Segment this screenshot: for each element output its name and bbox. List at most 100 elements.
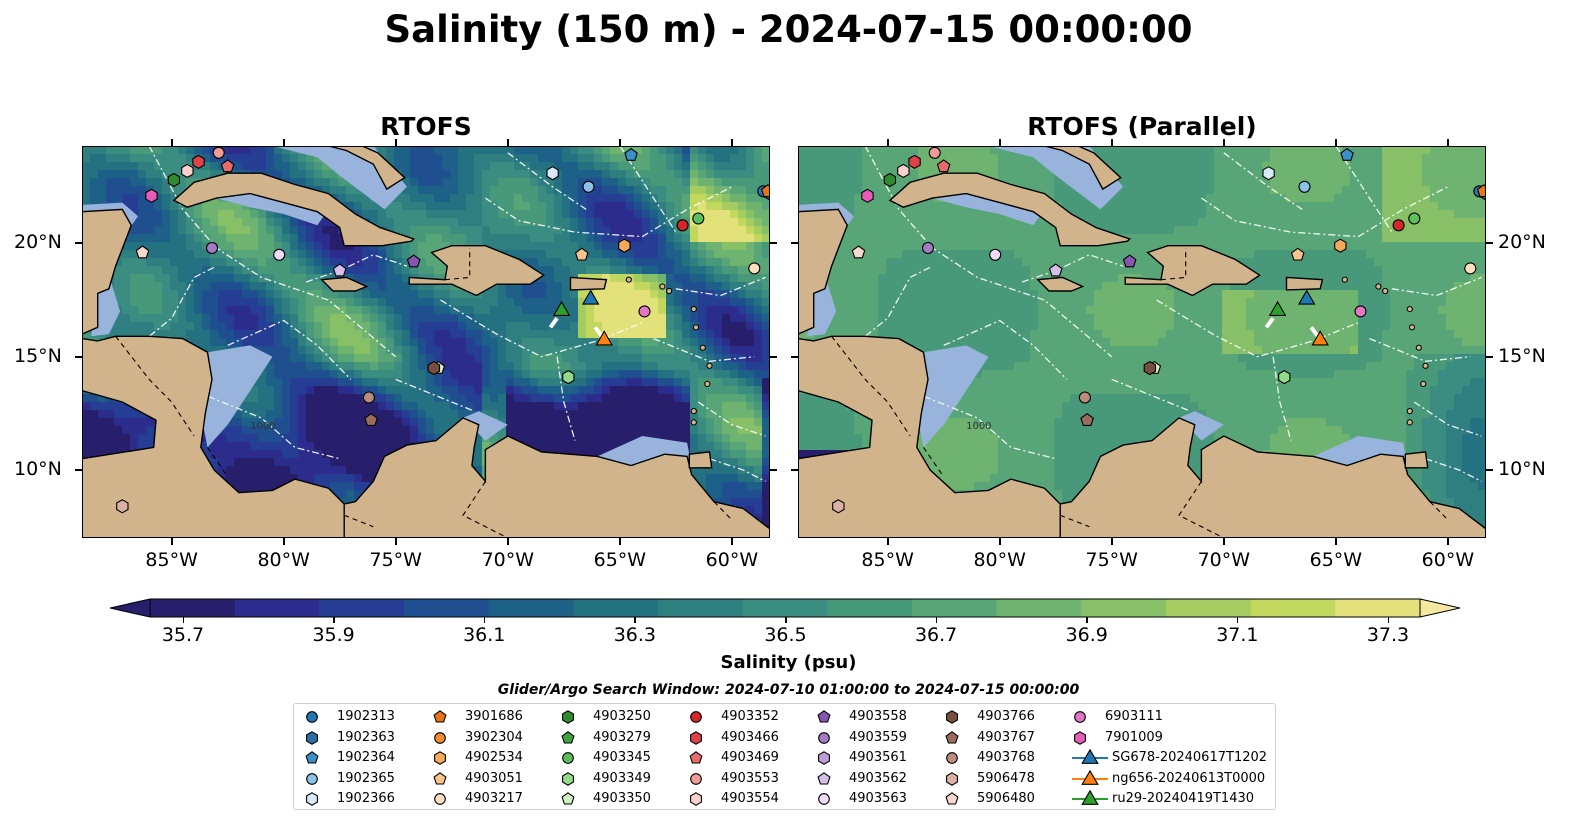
legend-hexagon-icon (562, 710, 574, 724)
legend-item: 1902363 (304, 728, 429, 748)
legend-marker (690, 730, 702, 745)
lat-tick-label: 15°N (1498, 344, 1546, 367)
argo-float-4903051 (1290, 247, 1305, 261)
legend-marker (433, 771, 447, 785)
island (690, 306, 697, 313)
colorbar-tick-mark (785, 617, 787, 623)
legend-item: 4903768 (944, 748, 1069, 768)
shelf-colombia (463, 411, 508, 441)
colorbar-tick-label: 35.7 (161, 624, 205, 646)
legend-label: 1902365 (337, 770, 395, 786)
lon-tick-mark (170, 139, 173, 146)
shelf-colombia (1179, 411, 1224, 441)
legend-item: 4903217 (432, 789, 557, 809)
legend-marker (562, 710, 574, 724)
lat-tick-mark (1486, 355, 1493, 358)
island (1406, 419, 1413, 426)
glider-markers-parallel (1268, 289, 1329, 346)
legend-glider-icon (1081, 748, 1099, 765)
island (1415, 344, 1422, 351)
legend-marker (1072, 769, 1108, 785)
legend-glider-icon (1081, 790, 1099, 806)
legend-circle-icon (434, 731, 446, 744)
legend-item: 4903563 (816, 789, 941, 809)
legend-item: 4903554 (688, 789, 813, 809)
legend-item: 4903561 (816, 748, 941, 768)
legend-label: 5906480 (977, 791, 1035, 807)
legend-label: 4903051 (465, 770, 523, 786)
lon-tick-mark (618, 538, 621, 545)
lat-tick-mark (791, 242, 798, 245)
legend-label: 1902363 (337, 729, 395, 745)
lon-tick-mark (1446, 139, 1449, 146)
legend-pentagon-icon (433, 710, 447, 723)
legend-hexagon-icon (1074, 730, 1086, 745)
land-jamaica (1036, 276, 1085, 292)
island (690, 408, 697, 415)
colorbar-segment (488, 599, 574, 617)
legend-marker (434, 751, 446, 766)
legend-label: 6903111 (1105, 709, 1163, 724)
argo-markers-rtofs (116, 146, 770, 514)
eez-line (1413, 401, 1482, 437)
legend-hexagon-icon (562, 771, 574, 786)
argo-float-4903352 (676, 219, 689, 232)
shelf-nicaragua (200, 345, 273, 448)
argo-float-4903554 (181, 163, 194, 179)
argo-float-4903563 (989, 248, 1002, 261)
colorbar-segment (912, 599, 998, 617)
lat-tick-label: 20°N (14, 231, 62, 254)
land-trinidad (688, 451, 713, 469)
colorbar-segment (404, 599, 490, 617)
eez-line (305, 254, 408, 283)
argo-float-4903352 (1392, 219, 1405, 232)
lat-tick-mark (1486, 469, 1493, 472)
colorbar-segment (150, 599, 236, 617)
lon-tick-label: 75°W (369, 549, 422, 571)
colorbar-tick-mark (1236, 617, 1239, 623)
glider-ru29-20240419T1430 (552, 300, 571, 316)
lesser-antilles-rtofs (625, 276, 713, 426)
border-line (831, 335, 911, 437)
colorbar-segment (1250, 599, 1336, 617)
country-borders-parallel (831, 248, 1449, 538)
legend-marker (818, 751, 830, 766)
argo-float-4903558 (1122, 254, 1137, 268)
legend-label: 1902366 (337, 791, 395, 807)
lon-tick-mark (170, 538, 173, 545)
legend-pentagon-icon (689, 751, 703, 764)
lat-tick-mark (75, 469, 82, 472)
island (625, 276, 632, 283)
lon-tick-label: 65°W (593, 549, 647, 571)
island (1382, 287, 1389, 295)
map-panel-rtofs: 1000 (82, 146, 770, 538)
island (1406, 306, 1413, 313)
eez-line (853, 265, 933, 346)
legend-label: SG678-20240617T1202 (1112, 750, 1268, 766)
eez-line (395, 378, 475, 412)
legend-label: 4903562 (849, 770, 907, 786)
argo-float-5906478 (116, 499, 129, 514)
glider-ng656-20240613T0000 (595, 330, 613, 346)
colorbar-tick-label: 36.7 (914, 624, 958, 646)
eez-line (909, 390, 1056, 460)
land-cuba (172, 172, 415, 247)
lon-tick-mark (998, 538, 1001, 545)
legend-label: ru29-20240419T1430 (1112, 791, 1255, 807)
border-line (923, 447, 945, 478)
legend-item: 4903469 (688, 748, 813, 768)
legend-label: 4903766 (977, 709, 1035, 724)
eez-boundaries-rtofs (137, 146, 766, 482)
legend-marker (1074, 711, 1086, 723)
legend-hexagon-icon (946, 771, 958, 786)
land-puerto-rico (1285, 276, 1324, 291)
eez-line (556, 356, 576, 441)
land-cuba (888, 172, 1131, 247)
legend-label: 5906478 (977, 770, 1035, 786)
legend-marker (1074, 730, 1086, 745)
legend-label: 4902534 (465, 750, 523, 766)
legend-label: 4903553 (721, 770, 779, 786)
island (1375, 283, 1382, 290)
colorbar-tick-mark (333, 617, 335, 623)
lat-tick-mark (770, 242, 777, 245)
